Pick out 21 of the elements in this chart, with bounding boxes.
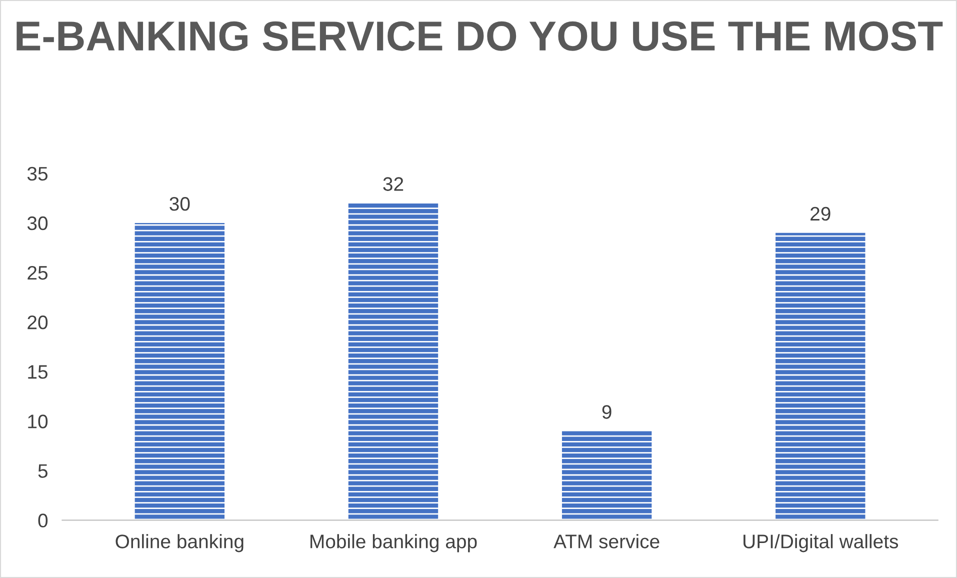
x-tick-label: UPI/Digital wallets (744, 534, 898, 552)
data-label: 29 (810, 206, 830, 221)
bar (562, 431, 652, 520)
data-label: 32 (383, 177, 404, 191)
y-tick-label: 25 (28, 266, 48, 280)
x-tick-label: Online banking (116, 534, 244, 552)
x-tick-label: Mobile banking app (310, 534, 477, 552)
y-tick-label: 10 (28, 414, 48, 428)
chart-title: E-BANKING SERVICE DO YOU USE THE MOST (16, 21, 943, 51)
y-tick-label: 15 (28, 365, 48, 379)
x-tick-label: ATM service (554, 534, 660, 548)
y-tick-label: 35 (27, 166, 48, 181)
y-tick-label: 5 (38, 464, 48, 478)
y-tick-label: 30 (27, 216, 48, 230)
y-tick-label: 20 (28, 315, 48, 330)
y-tick-label: 0 (38, 514, 48, 528)
data-label: 9 (602, 405, 612, 419)
bar (134, 222, 225, 520)
bar (776, 232, 866, 520)
data-label: 30 (170, 196, 190, 211)
bar (348, 203, 438, 520)
